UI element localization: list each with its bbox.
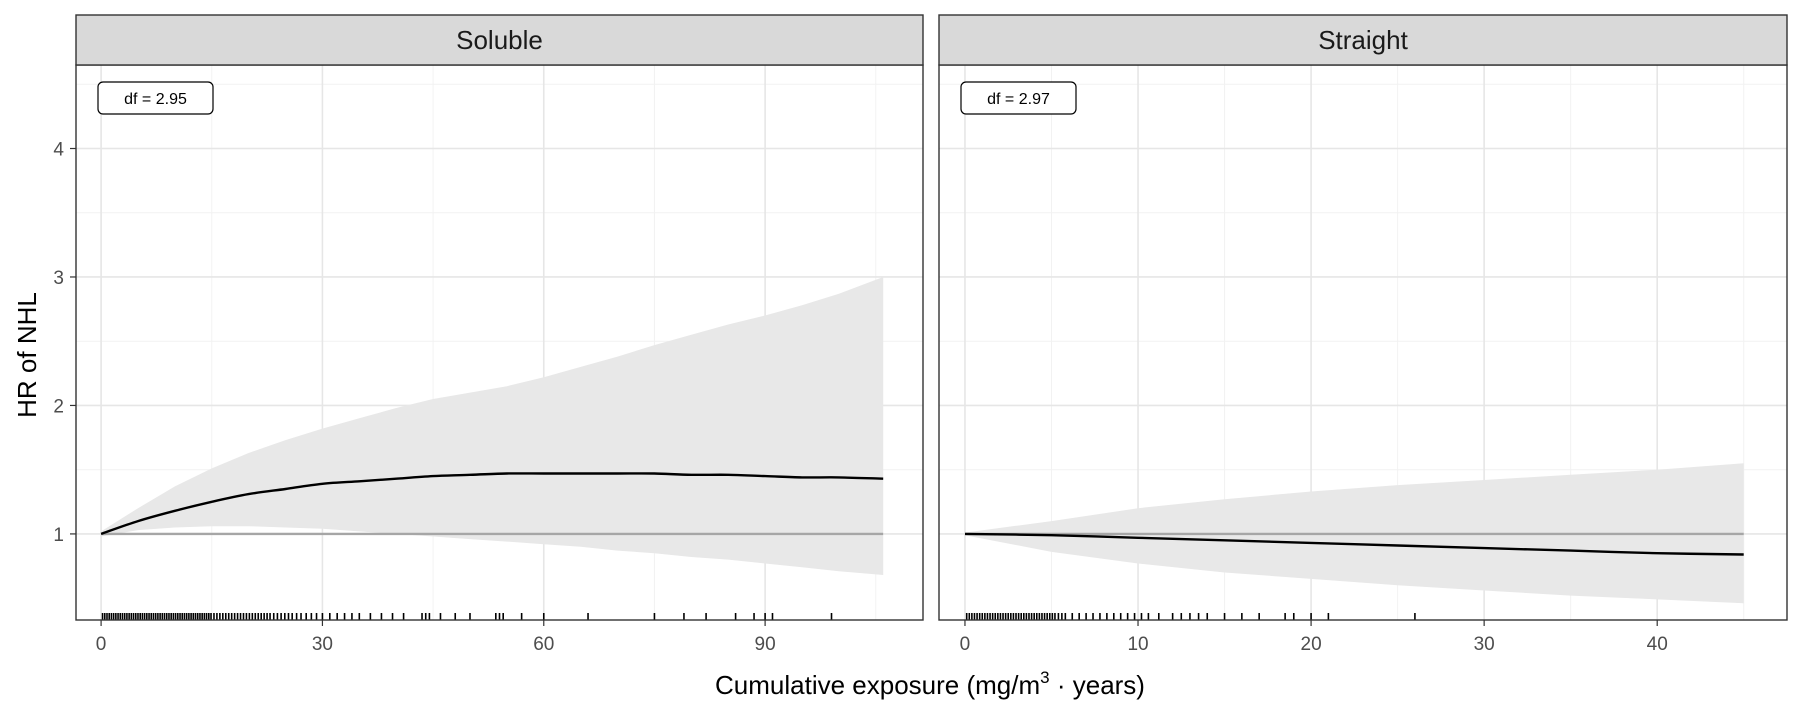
x-tick-label: 40 [1647, 634, 1668, 655]
df-annotation-text: df = 2.95 [124, 91, 187, 108]
x-axis: 0 30 60 90 [96, 620, 776, 655]
facet-strip-label: Soluble [456, 25, 543, 55]
panel-straight: Straight df = 2.97 0 10 20 30 40 [938, 14, 1788, 655]
x-axis-title-main: Cumulative exposure (mg/m [715, 670, 1040, 700]
y-tick-label: 4 [53, 140, 64, 161]
x-tick-label: 60 [533, 634, 554, 655]
y-tick-label: 2 [53, 396, 64, 417]
fitted-line [100, 472, 884, 536]
rug-marks [965, 613, 1416, 620]
confidence-band [101, 277, 884, 575]
panels-layer: Soluble df = 2.95 0 30 60 90 Straight df = 2.97… [75, 14, 1788, 655]
y-axis: 1 2 3 4 [53, 140, 76, 546]
x-tick-label: 90 [755, 634, 776, 655]
x-tick-label: 0 [960, 634, 971, 655]
x-tick-label: 30 [1474, 634, 1495, 655]
y-tick-label: 1 [53, 525, 64, 546]
x-tick-label: 0 [96, 634, 107, 655]
y-axis-title: HR of NHL [12, 292, 42, 418]
df-annotation: df = 2.95 [97, 81, 214, 115]
x-axis: 0 10 20 30 40 [960, 620, 1668, 655]
facet-strip [938, 14, 1788, 66]
df-annotation-text: df = 2.97 [987, 91, 1050, 108]
x-axis-title-superscript: 3 [1040, 668, 1049, 687]
facet-strip-label: Straight [1318, 25, 1408, 55]
x-tick-label: 30 [312, 634, 333, 655]
fitted-line [964, 532, 1744, 556]
x-axis-title: Cumulative exposure (mg/m3 · years) [715, 668, 1145, 700]
df-annotation-box [960, 81, 1077, 115]
rug-marks [101, 613, 833, 620]
x-tick-label: 20 [1301, 634, 1322, 655]
panel-soluble: Soluble df = 2.95 0 30 60 90 [75, 14, 924, 655]
df-annotation: df = 2.97 [960, 81, 1077, 115]
y-tick-label: 3 [53, 268, 64, 289]
x-tick-label: 10 [1127, 634, 1148, 655]
df-annotation-box [97, 81, 214, 115]
facet-strip [75, 14, 924, 66]
x-axis-title-units: · years) [1050, 670, 1145, 700]
